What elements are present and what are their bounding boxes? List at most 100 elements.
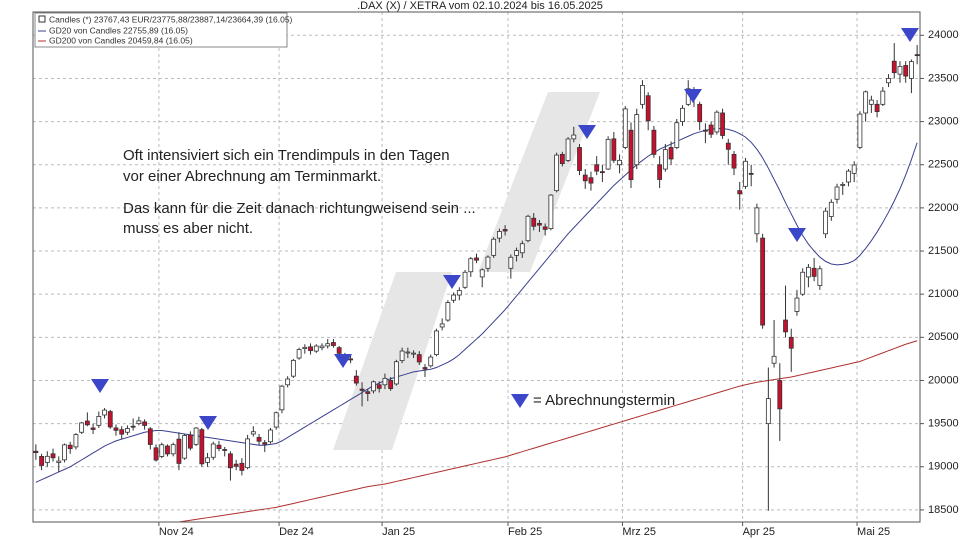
legend-icon <box>38 15 46 23</box>
candle-body <box>365 391 371 394</box>
candle-body <box>548 194 554 229</box>
candle-body <box>703 129 708 132</box>
candle-body <box>428 356 434 367</box>
candle-body <box>828 201 834 217</box>
candle-body <box>811 267 817 277</box>
candle-body <box>537 223 542 226</box>
candle-body <box>193 427 199 445</box>
plot-frame <box>32 11 921 523</box>
candle-body <box>777 380 783 410</box>
candle-body <box>399 350 405 362</box>
x-tick-label: Apr 25 <box>743 526 775 538</box>
candle-body <box>542 226 548 230</box>
candle-body <box>577 147 582 171</box>
candle-body <box>33 450 39 454</box>
candle-body <box>743 160 748 187</box>
legend-label: GD200 von Candles 20459,84 (16.05) <box>49 35 193 45</box>
candle-body <box>325 343 331 347</box>
candle-body <box>771 355 777 364</box>
candle-body <box>788 336 794 349</box>
candle-body <box>674 122 680 148</box>
candle-body <box>754 207 760 235</box>
candle-body <box>599 171 605 174</box>
y-tick-label: 23000 <box>928 116 959 128</box>
candle-body <box>405 351 411 354</box>
candle-body <box>903 65 909 77</box>
candle-body <box>84 420 90 426</box>
candle-body <box>531 217 537 227</box>
candle-body <box>874 103 880 112</box>
candle-body <box>239 462 245 471</box>
candle-body <box>285 378 291 386</box>
expiry-marker <box>901 28 919 42</box>
expiry-marker <box>684 89 702 103</box>
moving-average-line <box>175 340 918 522</box>
candle-body <box>176 438 182 464</box>
candle-body <box>319 345 325 349</box>
candle-body <box>62 444 67 461</box>
candle-body <box>840 184 846 186</box>
candle-body <box>519 243 525 254</box>
legend-label: GD20 von Candles 22755,89 (16.05) <box>49 25 188 35</box>
candle-body <box>142 421 147 426</box>
candle-body <box>651 129 657 155</box>
candle-body <box>250 431 256 435</box>
annotation: vor einer Abrechnung am Terminmarkt. <box>123 168 381 185</box>
candle-body <box>571 134 577 140</box>
candle-body <box>119 429 125 435</box>
candle-body <box>233 463 239 467</box>
candle-body <box>868 99 874 105</box>
candle-body <box>170 444 176 455</box>
candle-body <box>863 91 869 114</box>
candle-body <box>353 375 359 384</box>
candle-body <box>474 257 479 261</box>
annotation: = Abrechnungstermin <box>533 392 675 409</box>
candle-body <box>502 229 508 232</box>
candle-body <box>462 271 468 288</box>
candle-body <box>628 129 634 181</box>
candle-body <box>56 460 62 463</box>
x-tick-label: Nov 24 <box>159 526 194 538</box>
x-tick-label: Mrz 25 <box>622 526 656 538</box>
candle-body <box>411 352 416 355</box>
expiry-marker <box>788 228 806 242</box>
y-tick-label: 20500 <box>928 331 959 343</box>
candle-body <box>617 159 622 166</box>
candle-body <box>165 445 170 455</box>
candle-body <box>130 425 136 428</box>
candle-body <box>199 429 205 465</box>
legend-marker <box>511 394 529 408</box>
candle-body <box>50 453 56 459</box>
candle-body <box>680 107 685 122</box>
candle-body <box>205 457 210 463</box>
x-tick-label: Mai 25 <box>857 526 890 538</box>
candle-body <box>657 164 663 180</box>
expiry-marker <box>199 416 217 430</box>
candle-body <box>588 177 594 184</box>
y-tick-label: 23500 <box>928 72 959 84</box>
candle-body <box>262 442 268 445</box>
candle-body <box>96 416 102 426</box>
candle-body <box>508 256 514 269</box>
y-tick-label: 24000 <box>928 29 959 41</box>
candle-body <box>73 434 79 448</box>
candle-body <box>880 90 886 105</box>
candle-body <box>39 456 44 466</box>
candle-body <box>187 434 193 449</box>
candle-body <box>79 422 85 433</box>
candle-body <box>296 349 302 359</box>
candle-body <box>125 428 130 433</box>
candle-body <box>331 342 336 346</box>
candle-body <box>634 114 640 166</box>
candle-body <box>159 444 165 457</box>
lines <box>35 128 918 522</box>
candle-body <box>451 294 457 301</box>
y-tick-label: 18500 <box>928 504 959 516</box>
candle-body <box>44 455 50 463</box>
annotation: Oft intensiviert sich ein Trendimpuls in… <box>123 147 450 164</box>
y-tick-label: 22000 <box>928 202 959 214</box>
expiry-markers <box>91 28 919 430</box>
candle-body <box>336 347 342 354</box>
candle-body <box>439 323 445 328</box>
